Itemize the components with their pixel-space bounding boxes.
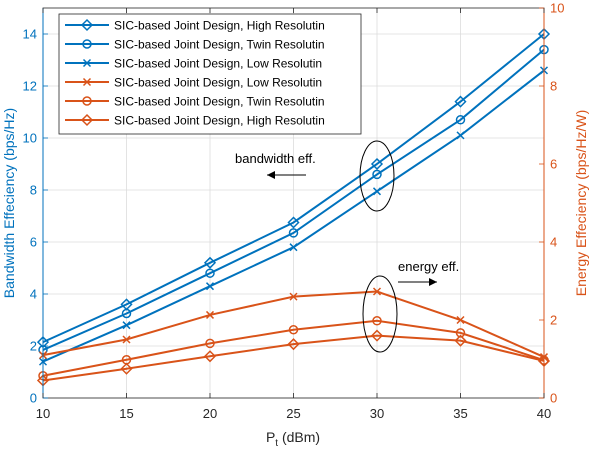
legend-label: SIC-based Joint Design, Twin Resolutin [114,95,325,109]
data-point-x [456,131,465,140]
x-axis-title-unit: (dBm) [278,429,320,445]
x-tick-label: 40 [537,406,551,421]
left-tick-label: 10 [23,131,37,146]
data-point-diamond [203,256,217,269]
data-point-x [289,292,298,301]
bandwidth-ellipse [359,140,395,212]
series-1 [38,44,549,355]
right-tick-label: 4 [550,235,557,250]
data-point-circle [372,316,382,326]
x-tick-label: 30 [370,406,384,421]
left-tick-label: 2 [30,339,37,354]
bandwidth-arrowhead [267,171,275,179]
legend-marker-x [82,58,92,68]
series-line [42,319,545,377]
data-point-diamond [370,157,384,171]
left-axis-title: Bandwidth Effeciency (bps/Hz) [1,108,17,298]
data-point-circle [121,308,132,319]
data-point-circle [455,328,466,338]
legend-label: SIC-based Joint Design, High Resolutin [114,114,325,128]
annotations: bandwidth eff. energy eff. [235,140,459,353]
data-point-x [122,335,131,344]
x-axis: 10 15 20 25 30 35 40 [36,8,551,421]
data-point-x [289,243,298,252]
data-point-diamond [120,362,133,375]
energy-ellipse [362,275,398,353]
legend: SIC-based Joint Design, High Resolutin SI… [58,13,362,135]
series-line [42,334,545,382]
legend-items: SIC-based Joint Design, High Resolutin SI… [65,19,325,128]
right-tick-label: 8 [550,79,557,94]
legend-marker-diamond [80,113,94,127]
series-0 [36,27,551,349]
legend-marker-diamond [80,18,94,32]
x-tick-label: 15 [119,406,133,421]
data-point-x [205,282,215,291]
x-axis-title-main: P [266,429,275,445]
series-line [42,33,545,344]
series-line [42,48,545,351]
right-tick-label: 2 [550,313,557,328]
legend-label: SIC-based Joint Design, Low Resolutin [114,57,322,71]
right-tick-label: 0 [550,391,557,406]
x-tick-label: 35 [453,406,467,421]
data-point-diamond [454,95,467,108]
energy-arrowhead [429,278,437,286]
right-tick-label: 6 [550,157,557,172]
left-axis: 0 2 4 6 8 10 12 14 [23,8,48,406]
data-point-diamond [370,329,384,342]
data-point-diamond [287,216,300,229]
right-axis: 0 2 4 6 8 10 [539,1,564,406]
left-tick-label: 8 [30,183,37,198]
data-point-diamond [287,338,300,351]
data-point-x [122,321,131,330]
data-point-circle [372,169,382,180]
right-axis-title: Energy Effeciency (bps/Hz/W) [573,110,589,296]
left-tick-label: 0 [30,391,37,406]
left-tick-label: 6 [30,235,37,250]
legend-label: SIC-based Joint Design, Low Resolutin [114,76,322,90]
legend-marker-x [82,77,92,87]
left-tick-label: 12 [23,79,37,94]
x-axis-title: Pt (dBm) [266,429,320,449]
data-point-x [456,315,465,325]
bandwidth-annotation-label: bandwidth eff. [235,151,316,166]
data-point-x [205,310,215,319]
legend-label: SIC-based Joint Design, High Resolutin [114,19,325,33]
x-tick-label: 10 [36,406,50,421]
left-tick-label: 14 [23,27,37,42]
left-tick-label: 4 [30,287,37,302]
data-point-x [372,287,382,296]
legend-marker-circle [82,96,92,106]
data-point-circle [205,338,215,349]
data-point-diamond [454,334,467,347]
x-axis-title-subscript: t [275,438,278,449]
data-point-x [372,187,382,196]
legend-marker-circle [82,39,92,49]
data-point-circle [288,228,299,238]
energy-annotation-label: energy eff. [398,259,459,274]
x-tick-label: 25 [286,406,300,421]
right-tick-label: 10 [550,1,564,16]
data-point-circle [205,268,215,278]
x-tick-label: 20 [203,406,217,421]
legend-label: SIC-based Joint Design, Twin Resolutin [114,38,325,52]
data-point-diamond [203,350,217,363]
data-point-circle [288,325,299,335]
legend-box [58,13,362,135]
series-layer [36,27,551,387]
data-point-circle [455,115,466,125]
